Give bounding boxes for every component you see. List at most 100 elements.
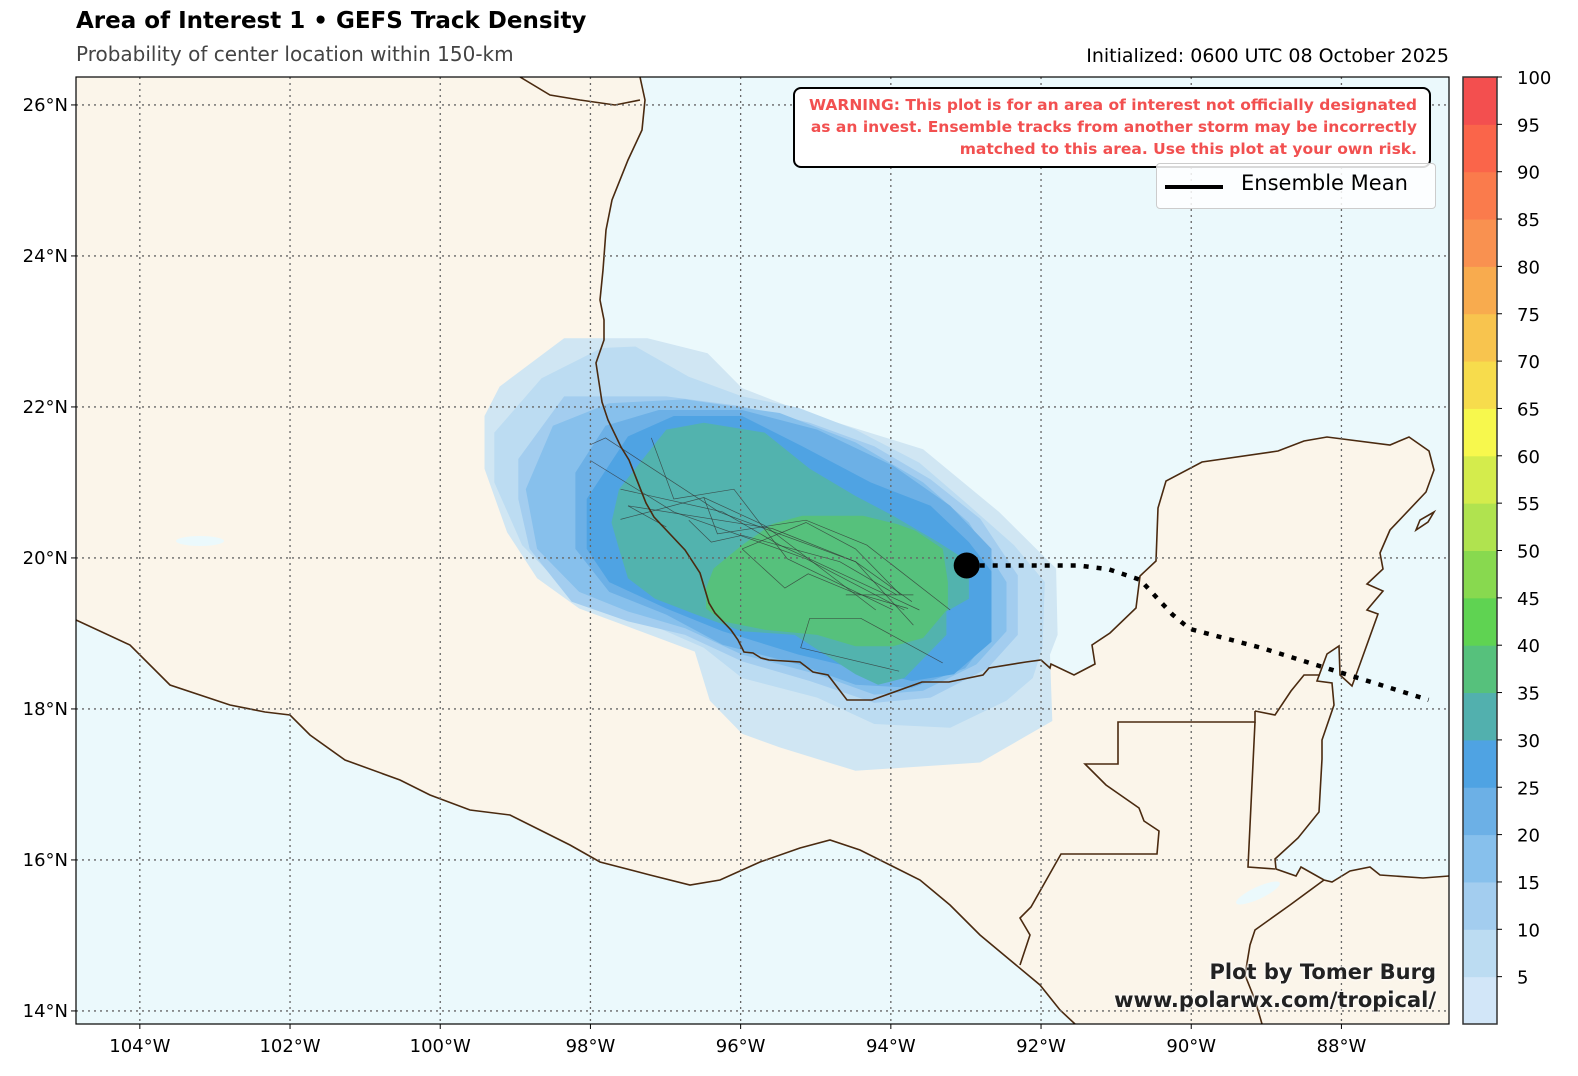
border-guatemala-honduras: [1244, 879, 1325, 1024]
colorbar-tick-label: 50: [1517, 542, 1540, 563]
legend-ensemble-mean: Ensemble Mean: [1241, 171, 1408, 195]
coastlines-borders: [76, 77, 1449, 1024]
colorbar-tick-label: 35: [1517, 684, 1540, 705]
colorbar-bin: [1463, 929, 1497, 978]
colorbar-tick-label: 70: [1517, 352, 1540, 373]
page-title: Area of Interest 1 • GEFS Track Density: [76, 8, 587, 34]
colorbar-bin: [1463, 503, 1497, 551]
land-mass: [76, 77, 1449, 1024]
warning-box: WARNING: This plot is for an area of int…: [793, 87, 1431, 168]
member-track: [809, 617, 943, 664]
x-tick-label: 96°W: [716, 1036, 766, 1057]
y-tick-label: 22°N: [23, 397, 68, 418]
colorbar-bin: [1463, 313, 1497, 362]
colorbar-bin: [1463, 171, 1497, 220]
colorbar-bin: [1463, 124, 1497, 173]
colorbar-tick-label: 10: [1517, 920, 1540, 941]
x-tick-label: 98°W: [566, 1036, 616, 1057]
y-tick-label: 24°N: [23, 246, 68, 267]
x-tick-label: 94°W: [866, 1036, 916, 1057]
colorbar-bin: [1463, 455, 1497, 504]
density-contours: [484, 338, 1058, 771]
colorbar-bin: [1463, 408, 1497, 457]
gridlines: [76, 77, 1449, 1024]
colorbar-tick-label: 85: [1517, 210, 1540, 231]
member-tracks: [590, 437, 951, 672]
legend: Ensemble Mean: [1156, 163, 1436, 209]
colorbar-tick-label: 90: [1517, 163, 1540, 184]
colorbar-tick-label: 25: [1517, 778, 1540, 799]
y-axis-ticks: 26°N 24°N 22°N 20°N 18°N 16°N 14°N: [23, 95, 76, 1022]
member-track: [590, 437, 913, 602]
page-subtitle: Probability of center location within 15…: [76, 42, 514, 66]
member-track: [741, 548, 909, 609]
colorbar-bin: [1463, 645, 1497, 694]
colorbar-bin: [1463, 77, 1497, 125]
colorbar-bin: [1463, 692, 1497, 741]
colorbar-tick-label: 95: [1517, 115, 1540, 136]
y-tick-label: 16°N: [23, 850, 68, 871]
lake: [176, 536, 224, 546]
colorbar-bin: [1463, 219, 1497, 267]
colorbar-tick-label: 65: [1517, 399, 1540, 420]
y-tick-label: 20°N: [23, 548, 68, 569]
colorbar-bin: [1463, 597, 1497, 646]
colorbar: 5 10 15 20 25 30 35 40 45 50 55 60 65 70 75 80 85 90 95 100: [1462, 68, 1551, 1025]
member-track: [800, 618, 900, 672]
x-axis-ticks: 104°W 102°W 100°W 98°W 96°W 94°W 92°W 90°W 88°W: [109, 1024, 1366, 1057]
member-track: [590, 460, 905, 611]
colorbar-tick-label: 15: [1517, 873, 1540, 894]
colorbar-bin: [1463, 976, 1497, 1025]
coastline-pacific: [76, 619, 1076, 1024]
border-belize: [1247, 674, 1320, 870]
member-track: [627, 505, 914, 626]
y-tick-label: 26°N: [23, 95, 68, 116]
x-tick-label: 102°W: [259, 1036, 320, 1057]
credit-author: Plot by Tomer Burg: [1209, 960, 1437, 984]
x-tick-label: 92°W: [1016, 1036, 1066, 1057]
colorbar-bin: [1463, 361, 1497, 409]
colorbar-tick-label: 45: [1517, 589, 1540, 610]
member-track: [620, 497, 877, 611]
credit-url: www.polarwx.com/tropical/: [1114, 988, 1436, 1012]
density-contour-35-40: [706, 515, 948, 647]
coastline-gulf: [595, 77, 1449, 883]
plot-frame: [75, 76, 1450, 1025]
colorbar-bin: [1463, 739, 1497, 788]
ensemble-mean-line: [966, 563, 1430, 703]
colorbar-bin: [1463, 550, 1497, 599]
border-mexico-guatemala: [1018, 711, 1256, 966]
ensemble-mean-track: [953, 552, 1430, 703]
colorbar-tick-label: 80: [1517, 257, 1540, 278]
y-tick-label: 18°N: [23, 699, 68, 720]
initial-position-marker: [953, 552, 980, 579]
colorbar-tick-label: 30: [1517, 731, 1540, 752]
x-tick-label: 90°W: [1166, 1036, 1216, 1057]
colorbar-tick-label: 60: [1517, 447, 1540, 468]
colorbar-bin: [1463, 787, 1497, 836]
initialized-time: Initialized: 0600 UTC 08 October 2025: [1086, 45, 1449, 67]
colorbar-bin: [1463, 881, 1497, 930]
member-track: [703, 497, 951, 611]
island-cozumel: [1414, 509, 1437, 533]
colorbar-tick-label: 40: [1517, 636, 1540, 657]
x-tick-label: 100°W: [410, 1036, 471, 1057]
x-tick-label: 88°W: [1317, 1036, 1367, 1057]
colorbar-tick-label: 5: [1517, 968, 1528, 989]
lake: [1236, 881, 1280, 905]
member-track: [741, 522, 914, 596]
colorbar-tick-label: 100: [1517, 68, 1551, 89]
colorbar-tick-label: 75: [1517, 305, 1540, 326]
colorbar-bin: [1463, 266, 1497, 315]
colorbar-bin: [1463, 834, 1497, 883]
x-tick-label: 104°W: [109, 1036, 170, 1057]
member-track: [688, 519, 897, 596]
colorbar-tick-label: 20: [1517, 826, 1540, 847]
y-tick-label: 14°N: [23, 1001, 68, 1022]
border-us-mexico: [519, 77, 641, 106]
colorbar-tick-label: 55: [1517, 494, 1540, 515]
legend-line-swatch: [1165, 185, 1223, 189]
member-track: [650, 437, 894, 611]
